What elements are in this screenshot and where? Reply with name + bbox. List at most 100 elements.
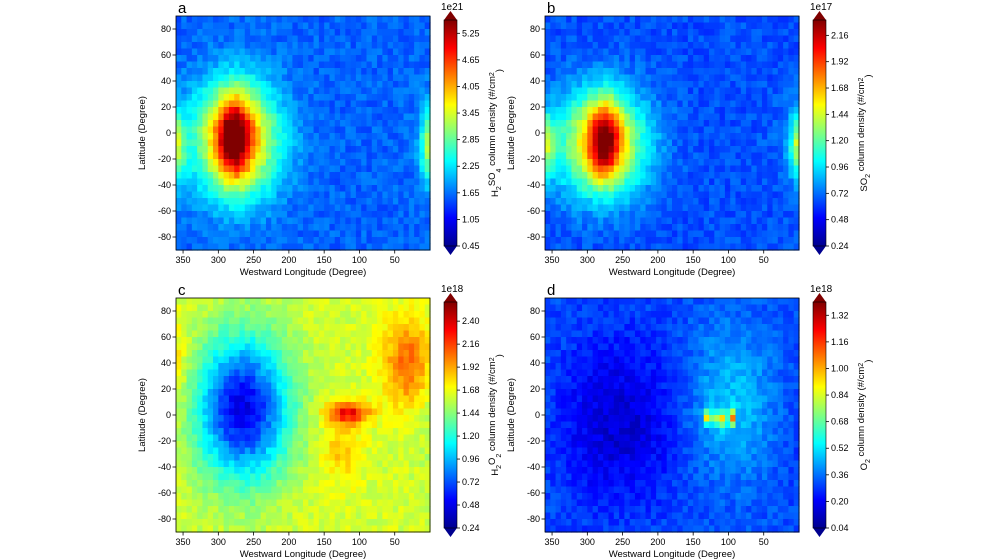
y-tick-label: 20 xyxy=(530,384,540,394)
colorbar-tick-label: 4.65 xyxy=(462,55,480,65)
colorbar-tick-label: 1.44 xyxy=(831,109,849,119)
colorbar-tick-label: 1.20 xyxy=(831,136,849,146)
colorbar-min-arrow xyxy=(444,246,457,255)
y-tick-label: 0 xyxy=(166,128,171,138)
colorbar-tick-label: 1.05 xyxy=(462,214,480,224)
y-tick-label: -20 xyxy=(527,436,540,446)
y-axis-label: Latitude (Degree) xyxy=(137,96,148,170)
colorbar-label: H2O2 column density (#/cm2) xyxy=(487,354,505,476)
x-tick-label: 100 xyxy=(721,255,736,265)
colorbar-tick-label: 1.20 xyxy=(462,431,480,441)
x-tick-label: 200 xyxy=(650,537,665,547)
panel-label: b xyxy=(547,0,555,17)
colorbar-tick-label: 1.68 xyxy=(462,385,480,395)
y-tick-label: 60 xyxy=(161,332,171,342)
y-tick-label: -80 xyxy=(527,232,540,242)
colorbar-label: O2 column density (#/cm2) xyxy=(856,360,874,471)
colorbar-max-arrow xyxy=(813,11,826,20)
y-tick-label: -40 xyxy=(527,462,540,472)
panel-a: 350 300 250 200 150 100 50806040200-20-40-60-8… xyxy=(137,0,505,278)
colorbar-max-arrow xyxy=(813,293,826,302)
x-tick-label: 50 xyxy=(759,537,769,547)
y-tick-label: 60 xyxy=(530,332,540,342)
colorbar-tick-label: 0.24 xyxy=(831,241,849,251)
colorbar-label: SO2 column density (#/cm2) xyxy=(856,74,874,191)
colorbar-frame xyxy=(812,301,827,529)
x-tick-label: 50 xyxy=(390,255,400,265)
panel-label: c xyxy=(178,282,186,299)
colorbar-exponent: 1e18 xyxy=(441,284,464,295)
colorbar-tick-label: 0.45 xyxy=(462,241,480,251)
y-tick-label: -60 xyxy=(158,206,171,216)
y-tick-label: -80 xyxy=(158,514,171,524)
x-tick-label: 100 xyxy=(721,537,736,547)
x-axis-label: Westward Longitude (Degree) xyxy=(609,549,736,560)
y-tick-label: 20 xyxy=(161,384,171,394)
y-tick-label: 0 xyxy=(166,410,171,420)
x-tick-label: 50 xyxy=(390,537,400,547)
colorbar-min-arrow xyxy=(813,528,826,537)
y-tick-label: -80 xyxy=(158,232,171,242)
colorbar-max-arrow xyxy=(444,11,457,20)
colorbar-tick-label: 0.48 xyxy=(462,500,480,510)
y-tick-label: -20 xyxy=(158,154,171,164)
colorbar-tick-label: 2.16 xyxy=(831,30,849,40)
heatmap-field xyxy=(176,298,431,533)
colorbar-max-arrow xyxy=(444,293,457,302)
colorbar-tick-label: 1.00 xyxy=(831,363,849,373)
colorbar-tick-label: 0.52 xyxy=(831,443,849,453)
y-tick-label: 40 xyxy=(530,358,540,368)
y-tick-label: 80 xyxy=(161,306,171,316)
x-tick-label: 250 xyxy=(615,537,630,547)
x-tick-label: 350 xyxy=(545,537,560,547)
x-tick-label: 350 xyxy=(176,255,191,265)
colorbar-min-arrow xyxy=(444,528,457,537)
y-axis-label: Latitude (Degree) xyxy=(137,378,148,452)
x-axis-label: Westward Longitude (Degree) xyxy=(609,267,736,278)
y-tick-label: 40 xyxy=(161,76,171,86)
y-tick-label: -20 xyxy=(158,436,171,446)
colorbar-tick-label: 0.04 xyxy=(831,523,849,533)
colorbar-label: H2SO4 column density (#/cm2) xyxy=(487,69,505,197)
colorbar-tick-label: 1.16 xyxy=(831,337,849,347)
y-tick-label: -60 xyxy=(158,488,171,498)
y-tick-label: 80 xyxy=(530,24,540,34)
panel-label: d xyxy=(547,282,555,299)
colorbar-exponent: 1e17 xyxy=(810,2,833,13)
heatmap-field xyxy=(176,16,431,251)
y-tick-label: 0 xyxy=(535,128,540,138)
colorbar-tick-label: 0.48 xyxy=(831,215,849,225)
colorbar xyxy=(813,302,826,528)
y-tick-label: 60 xyxy=(161,50,171,60)
y-tick-label: 60 xyxy=(530,50,540,60)
colorbar-tick-label: 1.32 xyxy=(831,310,849,320)
panel-d: 350 300 250 200 150 100 50806040200-20-40-60-8… xyxy=(506,282,874,560)
x-axis-label: Westward Longitude (Degree) xyxy=(240,549,367,560)
panel-b: 350 300 250 200 150 100 50806040200-20-40-60-8… xyxy=(506,0,874,278)
x-tick-label: 350 xyxy=(545,255,560,265)
y-tick-label: 20 xyxy=(530,102,540,112)
colorbar-frame xyxy=(812,19,827,247)
colorbar-tick-label: 1.44 xyxy=(462,408,480,418)
y-tick-label: -60 xyxy=(527,206,540,216)
y-tick-label: 20 xyxy=(161,102,171,112)
colorbar-tick-label: 0.84 xyxy=(831,390,849,400)
y-tick-label: -80 xyxy=(527,514,540,524)
colorbar-tick-label: 2.25 xyxy=(462,161,480,171)
colorbar-frame xyxy=(443,301,458,529)
x-tick-label: 150 xyxy=(686,537,701,547)
colorbar-tick-label: 0.24 xyxy=(462,523,480,533)
colorbar-tick-label: 1.92 xyxy=(831,57,849,67)
x-tick-label: 300 xyxy=(580,255,595,265)
colorbar xyxy=(813,20,826,246)
colorbar-tick-label: 0.96 xyxy=(462,454,480,464)
x-tick-label: 300 xyxy=(211,537,226,547)
x-tick-label: 200 xyxy=(281,255,296,265)
y-tick-label: -60 xyxy=(527,488,540,498)
y-axis-label: Latitude (Degree) xyxy=(506,378,517,452)
y-tick-label: -40 xyxy=(527,180,540,190)
colorbar-tick-label: 0.36 xyxy=(831,470,849,480)
colorbar-tick-label: 2.40 xyxy=(462,316,480,326)
x-tick-label: 350 xyxy=(176,537,191,547)
